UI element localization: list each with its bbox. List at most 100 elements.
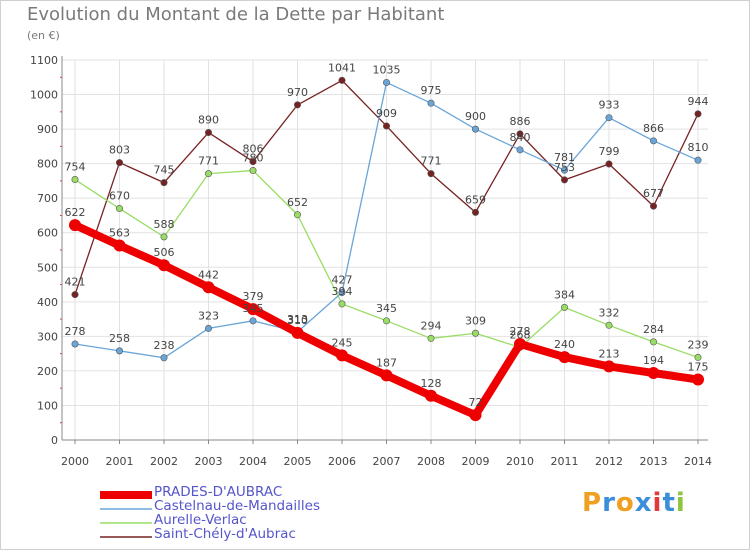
x-tick-label: 2005 (284, 455, 312, 468)
legend-label-aurelle: Aurelle-Verlac (154, 512, 247, 528)
data-label: 442 (198, 268, 219, 281)
y-tick-label: 100 (37, 399, 58, 412)
proxiti-logo: Proxiti (582, 488, 686, 518)
x-tick-label: 2014 (684, 455, 712, 468)
data-label: 245 (332, 336, 353, 349)
data-label: 652 (287, 196, 308, 209)
data-label: 175 (688, 361, 709, 374)
data-label: 506 (154, 246, 175, 259)
data-label: 294 (421, 319, 442, 332)
data-label: 278 (65, 325, 86, 338)
y-tick-label: 0 (51, 434, 58, 447)
x-tick-label: 2007 (373, 455, 401, 468)
data-point (249, 158, 257, 166)
data-point (560, 303, 568, 311)
data-label: 384 (554, 288, 575, 301)
data-point (649, 137, 657, 145)
data-label: 670 (109, 190, 130, 203)
logo-letter: t (662, 488, 676, 518)
data-label: 909 (376, 107, 397, 120)
x-tick-label: 2013 (640, 455, 668, 468)
data-point (338, 300, 346, 308)
data-label: 753 (554, 161, 575, 174)
data-point (469, 409, 482, 422)
data-point (202, 281, 215, 294)
data-point (694, 156, 702, 164)
data-label: 886 (510, 115, 531, 128)
y-tick-label: 1000 (30, 89, 58, 102)
data-label: 970 (287, 86, 308, 99)
data-label: 866 (643, 122, 664, 135)
data-label: 240 (554, 338, 575, 351)
data-point (649, 338, 657, 346)
y-tick-label: 200 (37, 365, 58, 378)
data-label: 677 (643, 187, 664, 200)
data-label: 427 (332, 273, 353, 286)
data-point (116, 159, 124, 167)
logo-letter: i (652, 488, 663, 518)
y-tick-label: 400 (37, 296, 58, 309)
x-tick-label: 2004 (239, 455, 267, 468)
data-label: 622 (65, 206, 86, 219)
data-label: 323 (198, 309, 219, 322)
data-point (160, 179, 168, 187)
data-point (471, 125, 479, 133)
chart-title: Evolution du Montant de la Dette par Hab… (27, 4, 445, 25)
data-point (249, 167, 257, 175)
data-label: 332 (599, 306, 620, 319)
data-point (71, 340, 79, 348)
data-label: 975 (421, 84, 442, 97)
data-label: 238 (154, 339, 175, 352)
data-point (338, 76, 346, 84)
data-point (694, 353, 702, 361)
x-tick-label: 2000 (61, 455, 89, 468)
data-label: 754 (65, 161, 86, 174)
data-point (471, 208, 479, 216)
data-point (336, 349, 348, 362)
data-label: 128 (421, 377, 442, 390)
data-point (514, 337, 526, 350)
logo-letter: P (582, 488, 603, 518)
y-tick-label: 1100 (30, 54, 58, 67)
data-label: 379 (243, 290, 264, 303)
data-point (205, 170, 213, 178)
data-point (605, 160, 613, 168)
data-point (427, 170, 435, 178)
data-label: 771 (421, 155, 442, 168)
y-tick-label: 800 (37, 158, 58, 171)
x-tick-label: 2001 (106, 455, 134, 468)
data-label: 187 (376, 356, 397, 369)
data-point (471, 329, 479, 337)
data-point (692, 373, 704, 386)
data-label: 563 (109, 227, 130, 240)
data-label: 933 (599, 99, 620, 112)
x-tick-label: 2012 (595, 455, 623, 468)
chart-subtitle: (en €) (27, 29, 60, 42)
x-tick-label: 2003 (195, 455, 223, 468)
legend-swatch-castelnau (100, 508, 152, 510)
x-tick-label: 2006 (328, 455, 356, 468)
data-point (516, 130, 524, 138)
data-point (71, 176, 79, 184)
data-point (382, 122, 390, 130)
data-point (293, 101, 301, 109)
data-point (293, 211, 301, 219)
data-label: 194 (643, 354, 664, 367)
data-label: 213 (599, 347, 620, 360)
data-label: 284 (643, 323, 664, 336)
legend-swatch-prades (100, 491, 152, 499)
data-point (427, 334, 435, 342)
data-label: 780 (243, 152, 264, 165)
data-label: 1041 (328, 61, 356, 74)
data-label: 345 (243, 302, 264, 315)
y-tick-label: 900 (37, 123, 58, 136)
data-label: 1035 (373, 63, 401, 76)
data-label: 345 (376, 302, 397, 315)
data-label: 421 (65, 276, 86, 289)
data-point (560, 166, 568, 174)
data-label: 588 (154, 218, 175, 231)
data-point (558, 351, 571, 364)
data-point (205, 324, 213, 332)
data-point (560, 176, 568, 184)
